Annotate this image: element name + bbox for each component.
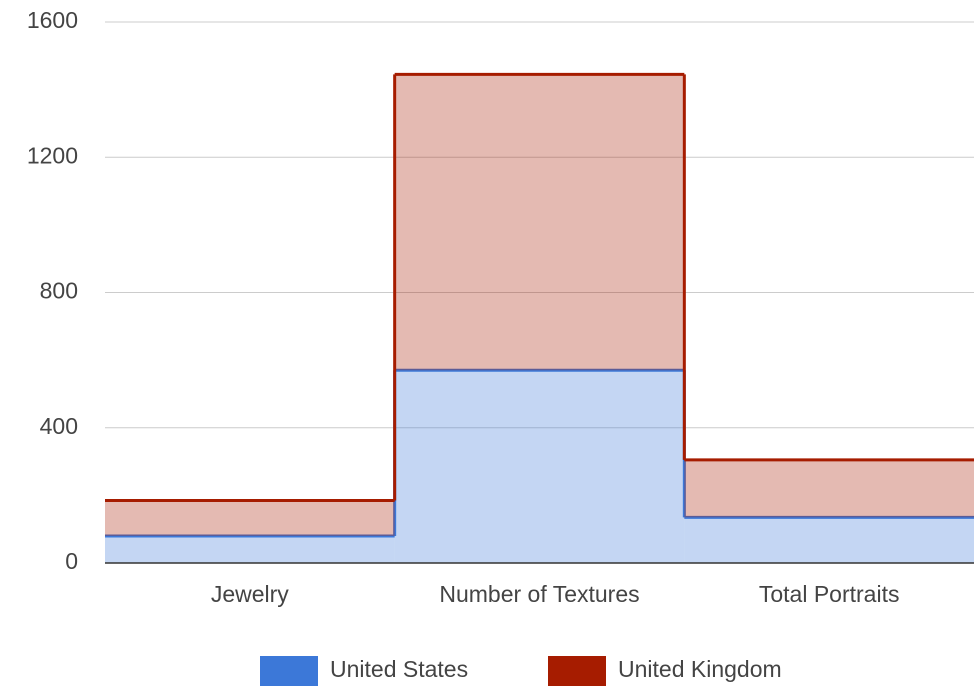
legend-swatch (260, 656, 318, 686)
x-tick-label: Jewelry (211, 581, 289, 607)
area-segment (684, 517, 974, 563)
area-segment (684, 459, 974, 518)
area-segment (394, 74, 685, 371)
y-tick-label: 1200 (27, 142, 78, 168)
y-tick-label: 800 (40, 278, 78, 304)
x-tick-label: Number of Textures (439, 581, 639, 607)
y-tick-label: 400 (40, 413, 78, 439)
area-segment (105, 535, 395, 563)
area-segment (105, 500, 395, 536)
area-segment (394, 370, 685, 563)
y-tick-label: 0 (65, 548, 78, 574)
legend-label: United States (330, 656, 468, 682)
legend-label: United Kingdom (618, 656, 782, 682)
x-tick-label: Total Portraits (759, 581, 900, 607)
y-tick-label: 1600 (27, 7, 78, 33)
legend-swatch (548, 656, 606, 686)
